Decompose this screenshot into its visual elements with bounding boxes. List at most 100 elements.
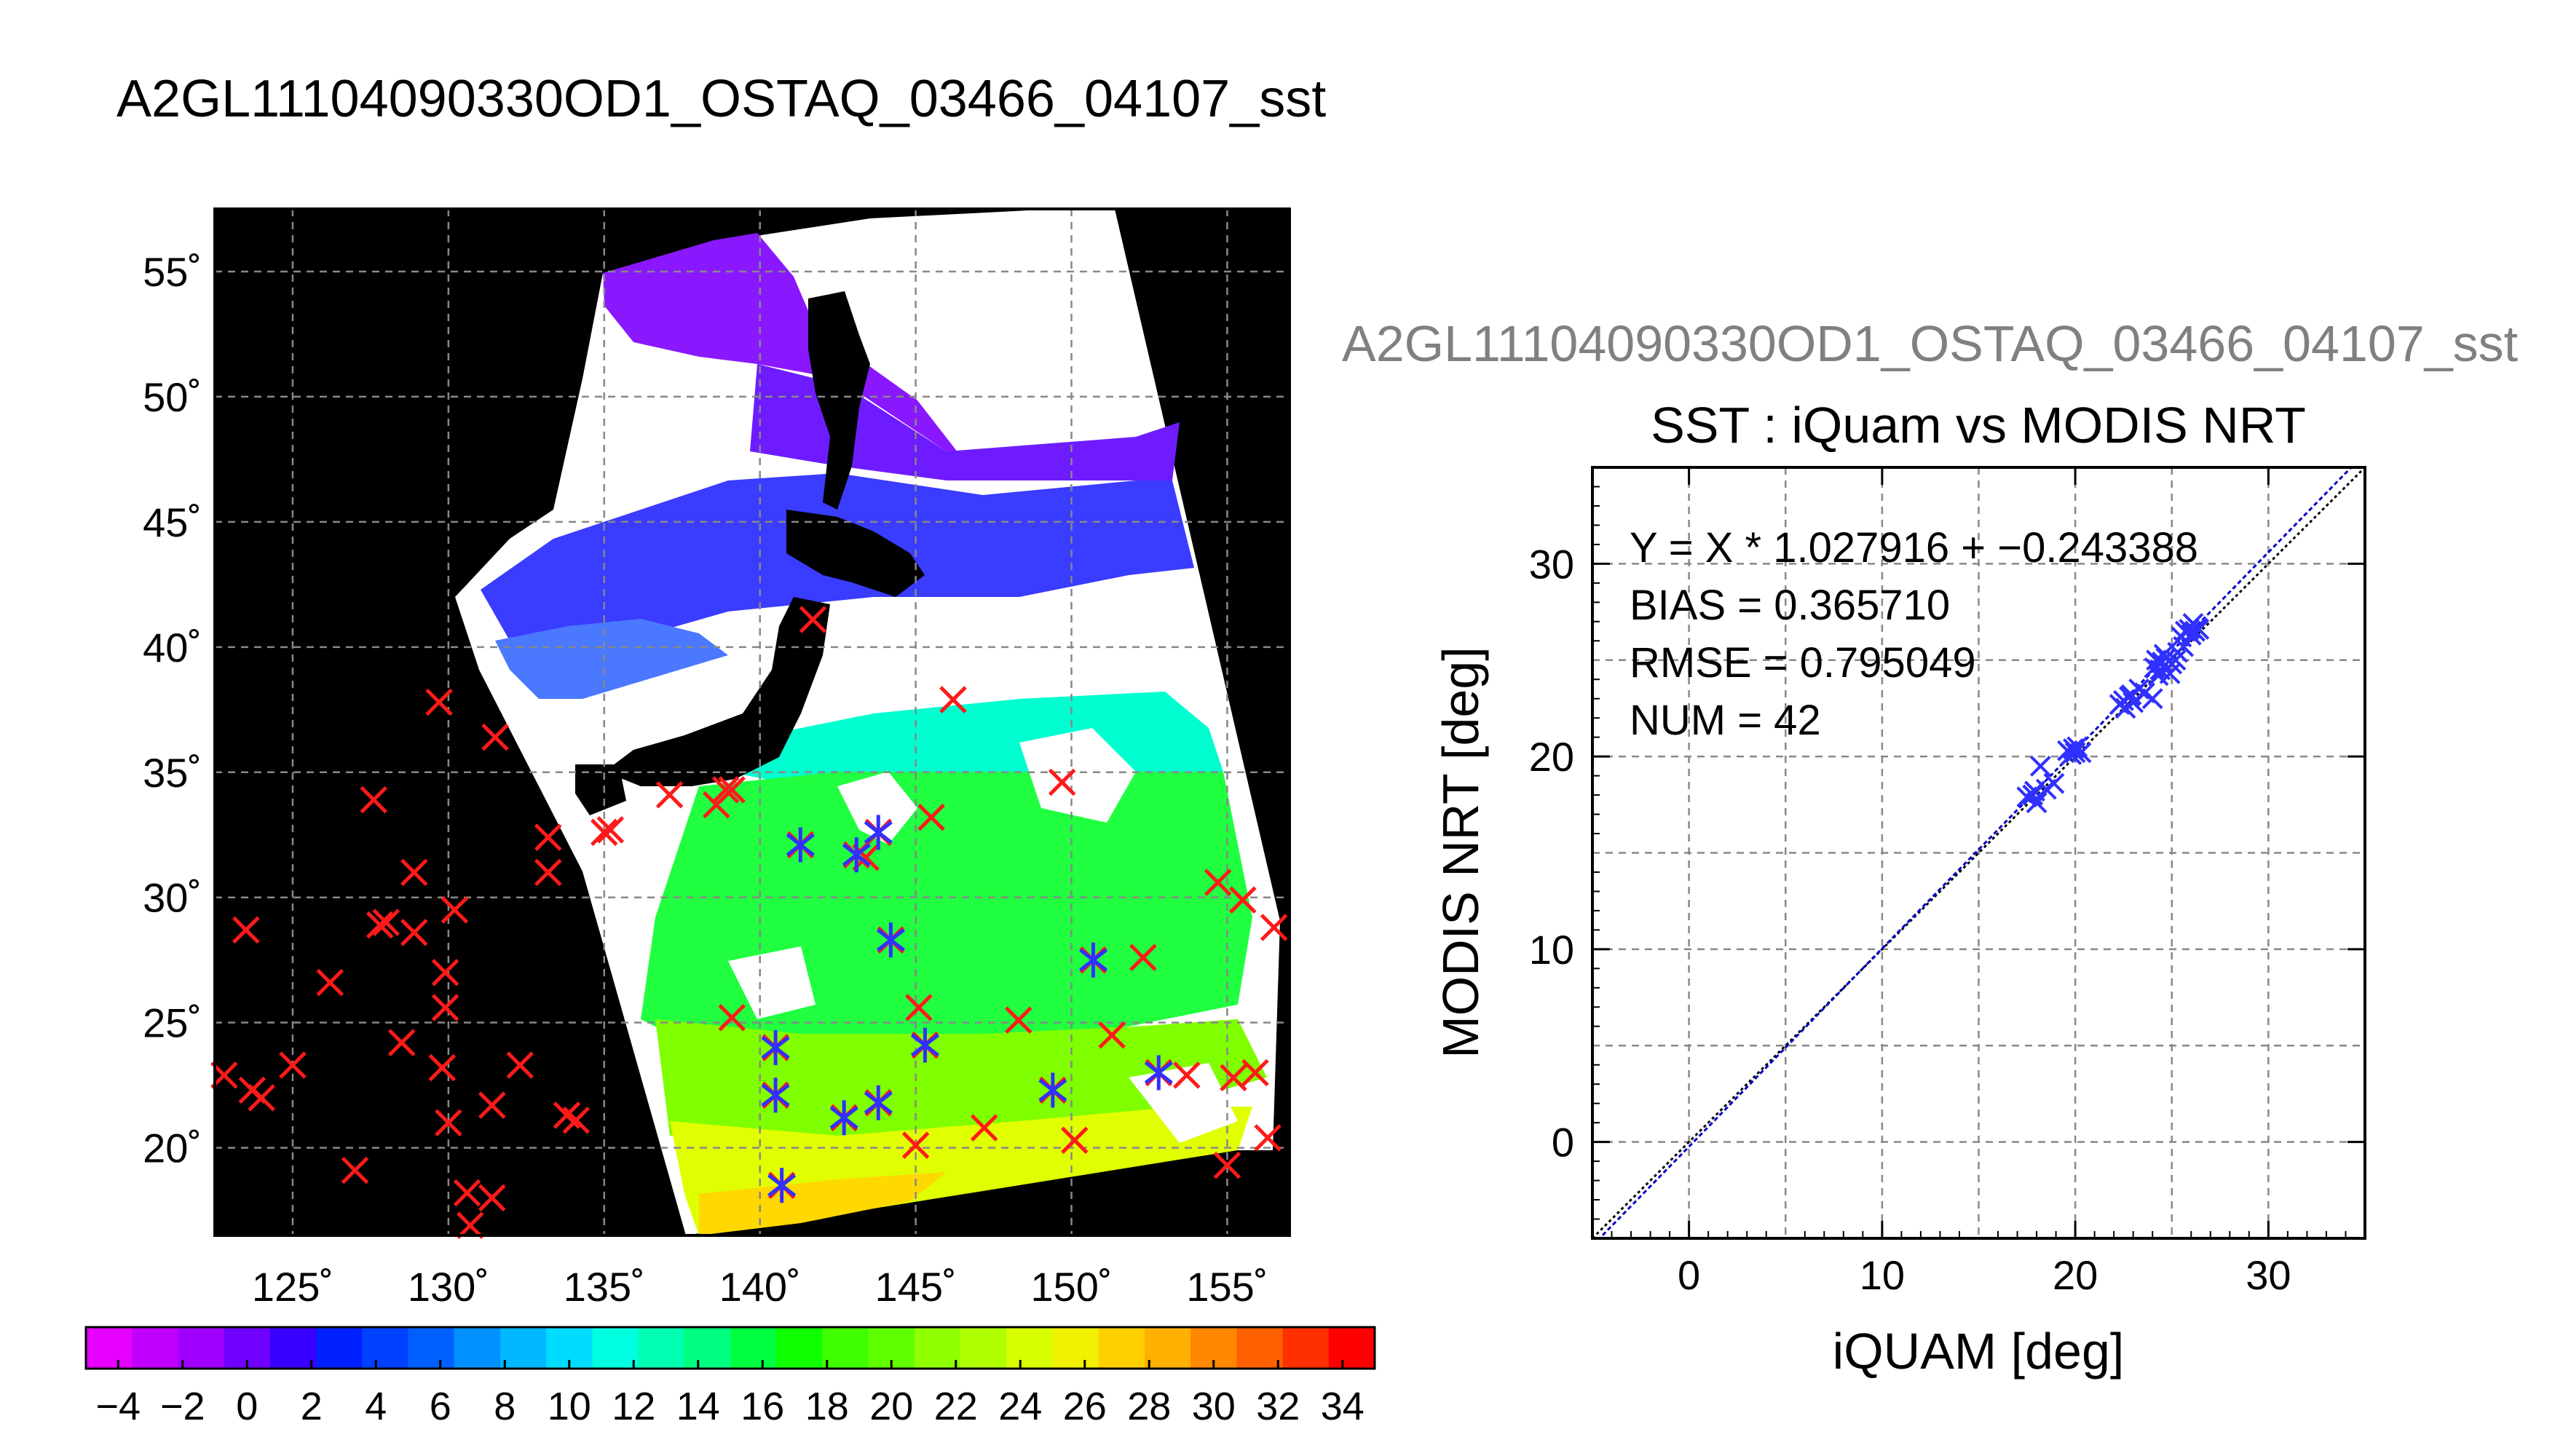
map-lat-tick-label: 20˚: [143, 1125, 202, 1171]
colorbar-segment: [1328, 1327, 1375, 1369]
colorbar-tick-label: −2: [160, 1385, 205, 1428]
colorbar-tick-label: 26: [1063, 1385, 1107, 1428]
colorbar-tick-label: 10: [548, 1385, 591, 1428]
swath-sst-cold: [603, 233, 968, 466]
match-marker: [1144, 1055, 1173, 1091]
iquam-marker: [591, 818, 618, 847]
match-marker: [1038, 1072, 1067, 1108]
colorbar-frame: [84, 1326, 1376, 1370]
colorbar-tick-label: 8: [494, 1385, 516, 1428]
scatter-ytick-label: 0: [1552, 1120, 1574, 1166]
colorbar-segment: [822, 1327, 869, 1369]
scatter-point: [2147, 665, 2169, 687]
cloud-patch: [728, 946, 816, 1019]
colorbar-segment: [408, 1327, 455, 1369]
map-lat-tick-label: 30˚: [143, 875, 202, 921]
land-kyushu: [575, 764, 626, 815]
match-marker: [842, 837, 871, 873]
colorbar-segment: [1236, 1327, 1284, 1369]
map-lat-tick-label: 25˚: [143, 1000, 202, 1046]
iquam-marker: [562, 1107, 591, 1134]
iquam-marker: [435, 1109, 462, 1137]
scatter-stat-line: NUM = 42: [1630, 697, 1821, 744]
colorbar-tick-label: 14: [676, 1385, 720, 1428]
scatter-xtick-label: 20: [2053, 1252, 2098, 1298]
colorbar-segment: [1144, 1327, 1192, 1369]
colorbar-tick-label: 30: [1192, 1385, 1236, 1428]
iquam-marker: [1229, 886, 1257, 914]
colorbar-tick-label: 24: [998, 1385, 1042, 1428]
colorbar-segment: [638, 1327, 685, 1369]
map-lat-tick-label: 45˚: [143, 499, 202, 545]
colorbar-segment: [362, 1327, 409, 1369]
colorbar-segment: [316, 1327, 363, 1369]
scatter-xtick-label: 0: [1678, 1252, 1700, 1298]
map-lon-tick-label: 130˚: [408, 1264, 489, 1310]
colorbar-tick-label: 18: [805, 1385, 849, 1428]
map-lon-tick-label: 155˚: [1186, 1264, 1268, 1310]
iquam-marker: [478, 1091, 506, 1119]
land-honshu: [604, 597, 830, 786]
iquam-marker: [457, 1211, 484, 1240]
match-marker: [864, 1085, 893, 1120]
scatter-filename: A2GL11104090330OD1_OSTAQ_03466_04107_sst: [1342, 315, 2519, 372]
scatter-ylabel: MODIS NRT [deg]: [1432, 646, 1489, 1058]
map-lat-ticks: 20˚ 25˚ 30˚ 35˚ 40˚ 45˚ 50˚ 55˚: [143, 249, 202, 1171]
cloud-patch: [1129, 1063, 1238, 1143]
iquam-marker: [901, 1131, 930, 1159]
regression-line: [1598, 467, 2353, 1238]
iquam-marker: [1241, 1059, 1269, 1087]
iquam-marker: [917, 803, 945, 831]
iquam-marker: [1129, 943, 1157, 972]
iquam-marker: [387, 1029, 416, 1056]
iquam-marker: [366, 911, 394, 939]
iquam-marker: [1220, 1064, 1247, 1092]
match-marker: [864, 815, 893, 850]
iquam-marker: [248, 1084, 275, 1112]
iquam-marker: [718, 1004, 746, 1032]
map-lat-tick-label: 55˚: [143, 249, 202, 295]
iquam-marker: [400, 858, 428, 887]
map-lon-tick-label: 145˚: [875, 1264, 957, 1310]
page-title: A2GL11104090330OD1_OSTAQ_03466_04107_sst: [117, 70, 1327, 128]
scatter-point: [2029, 755, 2051, 777]
iquam-marker: [1098, 1021, 1126, 1049]
iquam-marker: [232, 916, 260, 944]
colorbar-tick-label: 20: [869, 1385, 913, 1428]
scatter-ytick-label: 20: [1529, 734, 1574, 780]
map-frame: [213, 207, 1291, 1237]
swath-sst-green: [641, 772, 1252, 1048]
colorbar-tick-label: 6: [430, 1385, 451, 1428]
map-lon-ticks: 125˚ 130˚ 135˚ 140˚ 145˚ 150˚ 155˚: [252, 1264, 1268, 1310]
colorbar-segment: [132, 1327, 179, 1369]
colorbar-tick-label: 34: [1321, 1385, 1365, 1428]
swath-sst-orange: [699, 1172, 947, 1235]
colorbar-segment: [776, 1327, 824, 1369]
scatter-point: [2165, 649, 2187, 671]
scatter-stat-line: RMSE = 0.795049: [1630, 639, 1976, 687]
scatter-point: [2120, 684, 2142, 705]
colorbar-segment: [1052, 1327, 1099, 1369]
land-hokkaido-sakhalin: [808, 291, 870, 510]
iquam-marker: [481, 723, 509, 751]
iquam-marker: [279, 1051, 307, 1079]
scatter-ticks: 0 10 20 30 0 10 20 30: [1529, 467, 2365, 1298]
iquam-marker: [1260, 914, 1288, 941]
match-markers: [761, 815, 1173, 1203]
colorbar-segment: [1098, 1327, 1145, 1369]
iquam-marker: [711, 776, 740, 804]
colorbar-segment: [960, 1327, 1008, 1369]
sst-map: 125˚ 130˚ 135˚ 140˚ 145˚ 150˚ 155˚ 20˚ 25˚ 30˚ 35…: [143, 207, 1291, 1310]
iquam-marker: [596, 816, 625, 844]
scatter-lines: [1592, 467, 2365, 1238]
colorbar-segment: [684, 1327, 731, 1369]
match-marker: [876, 922, 905, 958]
iquam-marker: [1061, 1126, 1089, 1155]
land-hokkaido: [786, 510, 925, 597]
scatter-stats: Y = X * 1.027916 + −0.243388 BIAS = 0.365…: [1630, 524, 2198, 744]
scatter-frame: [1591, 466, 2366, 1240]
colorbar-tick-label: 12: [612, 1385, 655, 1428]
iquam-marker: [316, 968, 344, 997]
iquam-marker: [441, 896, 469, 924]
